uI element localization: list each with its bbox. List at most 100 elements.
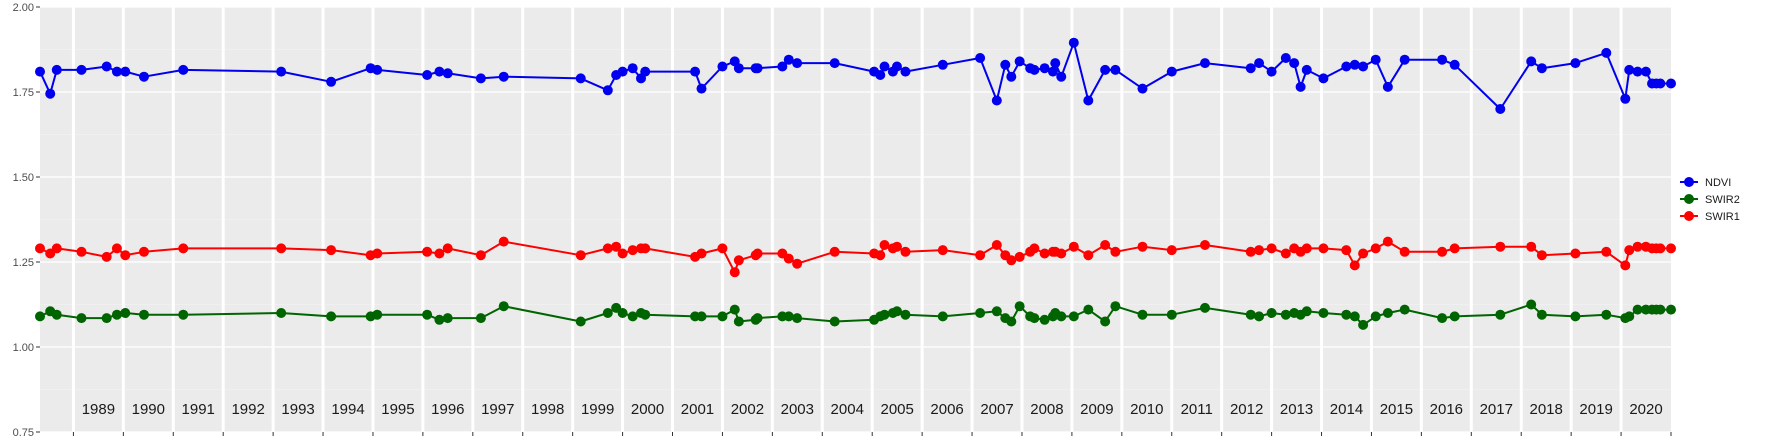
data-point — [617, 248, 628, 259]
data-point — [1245, 246, 1256, 257]
legend-item-swir1: SWIR1 — [1680, 211, 1740, 223]
legend-key-point — [1684, 177, 1694, 187]
data-point — [1624, 64, 1635, 75]
year-label: 2017 — [1480, 401, 1513, 418]
data-point — [101, 251, 112, 262]
data-point — [1110, 246, 1121, 257]
data-point — [1526, 56, 1537, 67]
data-point — [1029, 243, 1040, 254]
data-point — [879, 61, 890, 72]
year-label: 2019 — [1579, 401, 1612, 418]
data-point — [1000, 59, 1011, 70]
data-point — [1137, 241, 1148, 252]
data-point — [76, 64, 87, 75]
data-point — [138, 246, 149, 257]
data-point — [696, 248, 707, 259]
data-point — [1266, 308, 1277, 318]
data-point — [1370, 311, 1381, 322]
data-point — [178, 64, 189, 75]
data-point — [276, 243, 287, 254]
data-point — [1437, 246, 1448, 257]
data-point — [617, 66, 628, 77]
data-point — [138, 309, 149, 320]
data-point — [1083, 95, 1094, 106]
year-label: 1990 — [132, 401, 165, 418]
data-point — [1449, 311, 1460, 322]
data-point — [138, 71, 149, 82]
data-point — [1047, 66, 1058, 77]
data-point — [777, 61, 788, 72]
data-point — [1100, 316, 1111, 327]
data-point — [829, 58, 840, 69]
legend-label: NDVI — [1705, 177, 1731, 189]
data-point — [1536, 309, 1547, 320]
series-swir2 — [35, 299, 1676, 330]
data-point — [891, 241, 902, 252]
data-point — [1083, 250, 1094, 261]
year-label: 1992 — [231, 401, 264, 418]
data-point — [1245, 309, 1256, 320]
data-point — [575, 250, 586, 261]
y-axis: 0.75 1.00 1.25 1.50 1.75 2.00 — [13, 2, 40, 439]
data-point — [1632, 304, 1643, 315]
data-point — [1437, 54, 1448, 65]
data-point — [442, 243, 453, 254]
year-label: 1991 — [182, 401, 215, 418]
data-point — [1068, 311, 1079, 322]
year-label: 2020 — [1629, 401, 1662, 418]
data-point — [1370, 54, 1381, 65]
year-label: 2003 — [781, 401, 814, 418]
data-point — [276, 66, 287, 77]
data-point — [442, 68, 453, 79]
data-point — [1620, 93, 1631, 104]
data-point — [1349, 59, 1360, 70]
data-point — [1382, 236, 1393, 247]
data-point — [1570, 311, 1581, 322]
data-point — [1110, 64, 1121, 75]
data-point — [1318, 73, 1329, 84]
data-point — [1029, 313, 1040, 324]
data-point — [498, 71, 509, 82]
data-point — [111, 66, 122, 77]
data-point — [991, 240, 1002, 250]
data-point — [1358, 319, 1369, 330]
data-point — [1341, 309, 1352, 320]
data-point — [1083, 304, 1094, 315]
data-point — [991, 306, 1002, 317]
data-point — [434, 314, 445, 325]
data-point — [1449, 243, 1460, 254]
data-point — [475, 313, 486, 324]
data-point — [1006, 71, 1017, 82]
data-point — [1006, 316, 1017, 327]
data-point — [51, 64, 62, 75]
year-label: 2016 — [1430, 401, 1463, 418]
data-point — [1014, 56, 1025, 67]
data-point — [1318, 308, 1329, 318]
data-point — [35, 66, 45, 77]
data-point — [1056, 248, 1067, 259]
data-point — [1570, 248, 1581, 259]
data-point — [1341, 61, 1352, 72]
data-point — [45, 88, 56, 99]
data-point — [1495, 104, 1506, 114]
data-point — [891, 61, 902, 72]
data-point — [640, 309, 651, 320]
data-point — [717, 243, 728, 254]
data-point — [602, 85, 613, 96]
data-point — [1266, 66, 1277, 77]
y-tick-label: 1.00 — [13, 342, 34, 354]
data-point — [729, 267, 740, 278]
data-point — [1632, 66, 1643, 77]
data-point — [975, 53, 986, 63]
series-ndvi — [35, 37, 1676, 114]
data-point — [1110, 301, 1121, 312]
year-label: 1997 — [481, 401, 514, 418]
data-point — [498, 236, 509, 247]
data-point — [1437, 313, 1448, 324]
data-point — [937, 245, 948, 256]
data-point — [900, 66, 911, 77]
major-gridlines — [40, 6, 1671, 433]
data-point — [475, 73, 486, 84]
year-label: 1993 — [281, 401, 314, 418]
